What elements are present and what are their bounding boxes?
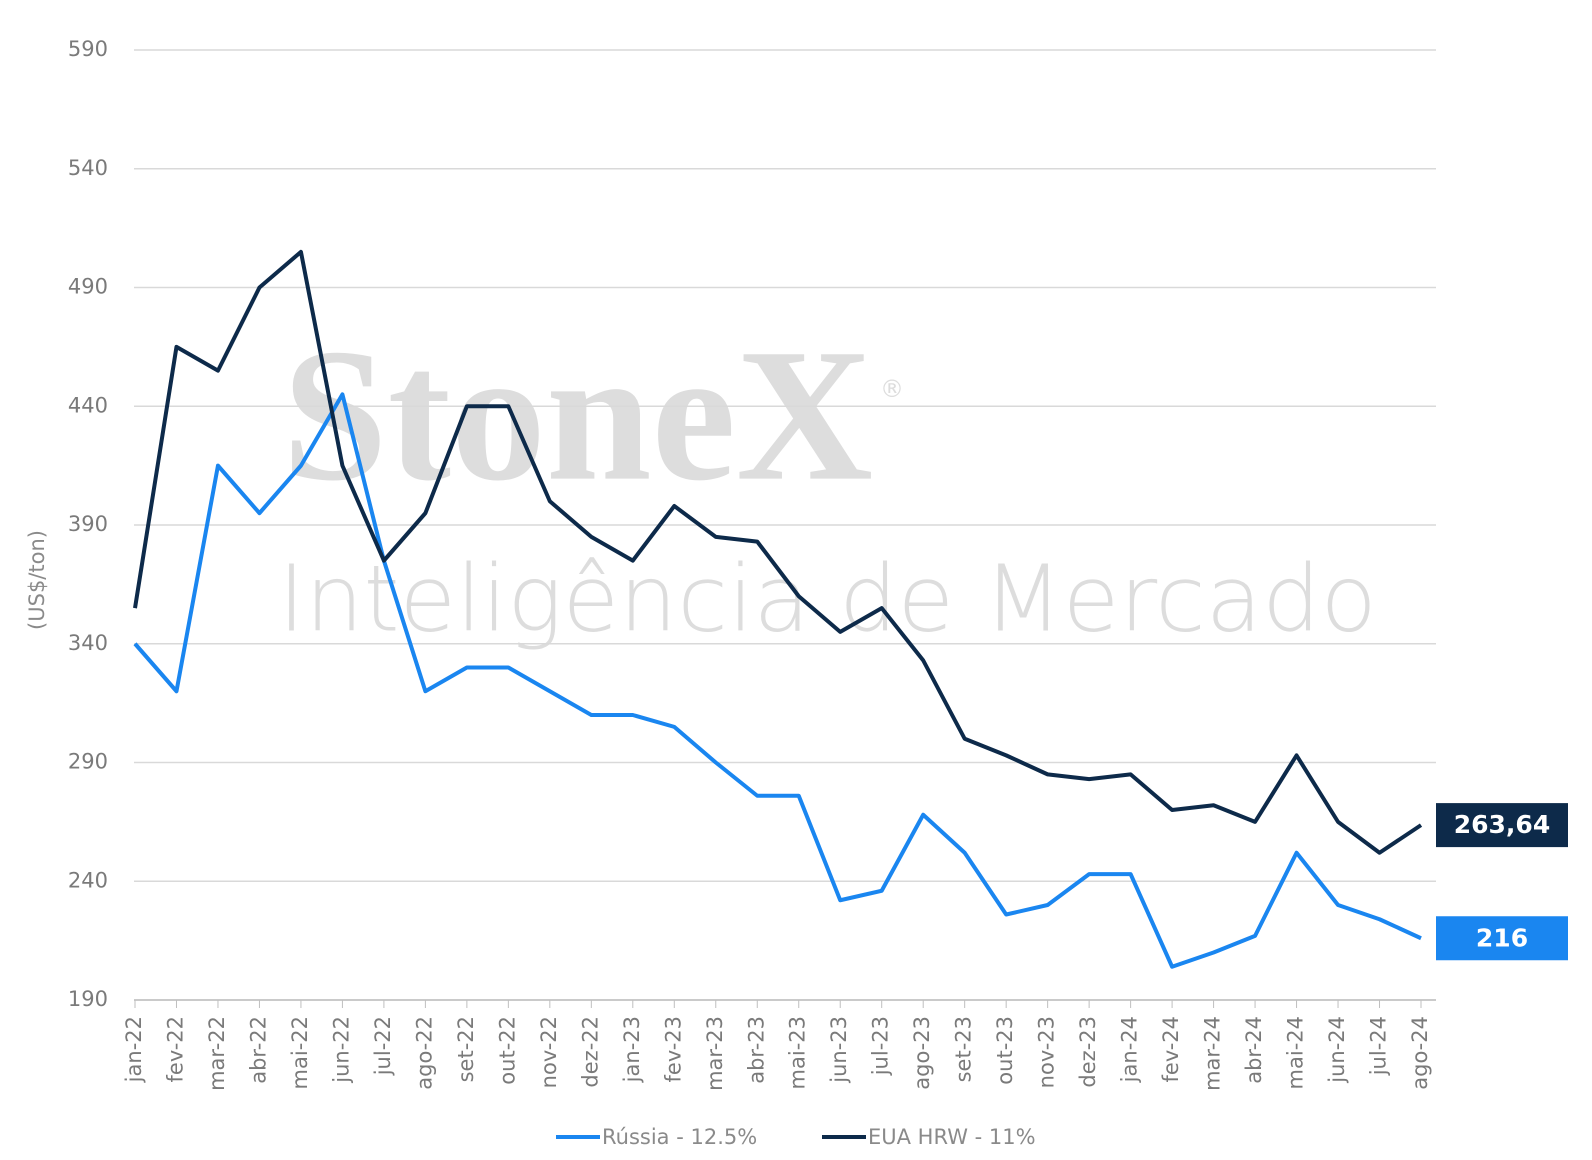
y-tick-label: 340 bbox=[68, 631, 108, 655]
x-tick-label: abr-23 bbox=[744, 1016, 768, 1084]
legend-label: EUA HRW - 11% bbox=[868, 1125, 1036, 1149]
y-tick-label: 390 bbox=[68, 512, 108, 536]
x-tick-label: dez-22 bbox=[578, 1016, 602, 1088]
x-tick-label: jun-24 bbox=[1325, 1016, 1349, 1084]
series-line bbox=[133, 249, 1423, 855]
series-line bbox=[133, 392, 1422, 969]
x-tick-label: dez-23 bbox=[1076, 1016, 1100, 1088]
x-tick-label: jul-23 bbox=[869, 1016, 893, 1076]
x-tick-label: mar-22 bbox=[205, 1016, 229, 1091]
x-tick-label: mai-22 bbox=[288, 1016, 312, 1089]
x-tick-label: abr-24 bbox=[1242, 1016, 1266, 1084]
watermark-subtitle: Inteligência de Mercado bbox=[278, 546, 1377, 653]
x-tick-label: set-23 bbox=[952, 1016, 976, 1082]
x-tick-label: mai-24 bbox=[1284, 1016, 1308, 1089]
x-tick-label: mai-23 bbox=[786, 1016, 810, 1089]
y-tick-label: 540 bbox=[68, 156, 108, 180]
x-tick-label: nov-22 bbox=[537, 1016, 561, 1088]
end-label: 216 bbox=[1476, 923, 1528, 952]
x-tick-label: fev-22 bbox=[163, 1016, 187, 1082]
x-tick-label: abr-22 bbox=[246, 1016, 270, 1084]
end-label-box bbox=[1436, 803, 1568, 848]
y-axis-label: (US$/ton) bbox=[25, 530, 49, 630]
y-tick-label: 440 bbox=[68, 393, 108, 417]
x-tick-label: jun-22 bbox=[329, 1016, 353, 1084]
y-tick-label: 290 bbox=[68, 750, 108, 774]
x-tick-label: mar-23 bbox=[703, 1016, 727, 1091]
x-tick-label: ago-22 bbox=[412, 1016, 436, 1090]
x-tick-label: mar-24 bbox=[1201, 1016, 1225, 1091]
x-tick-label: nov-23 bbox=[1035, 1016, 1059, 1088]
x-tick-label: fev-24 bbox=[1159, 1016, 1183, 1082]
y-tick-label: 240 bbox=[68, 868, 108, 892]
watermark-brand: StoneX bbox=[282, 311, 873, 521]
y-tick-label: 590 bbox=[68, 37, 108, 61]
x-tick-label: ago-24 bbox=[1408, 1016, 1432, 1090]
end-label: 263,64 bbox=[1454, 810, 1550, 839]
legend-label: Rússia - 12.5% bbox=[602, 1125, 757, 1149]
x-tick-label: set-22 bbox=[454, 1016, 478, 1082]
watermark-mark: ® bbox=[880, 375, 904, 403]
x-tick-label: jul-24 bbox=[1367, 1016, 1391, 1076]
y-tick-label: 190 bbox=[68, 987, 108, 1011]
end-label-box bbox=[1436, 916, 1568, 961]
x-tick-label: jan-22 bbox=[122, 1016, 146, 1083]
x-tick-label: fev-23 bbox=[661, 1016, 685, 1082]
x-tick-label: jun-23 bbox=[827, 1016, 851, 1084]
x-tick-label: jan-23 bbox=[620, 1016, 644, 1083]
x-tick-label: ago-23 bbox=[910, 1016, 934, 1090]
x-tick-label: out-23 bbox=[993, 1016, 1017, 1085]
x-tick-label: jul-22 bbox=[371, 1016, 395, 1076]
x-tick-label: out-22 bbox=[495, 1016, 519, 1085]
x-tick-label: jan-24 bbox=[1118, 1016, 1142, 1083]
y-tick-label: 490 bbox=[68, 275, 108, 299]
